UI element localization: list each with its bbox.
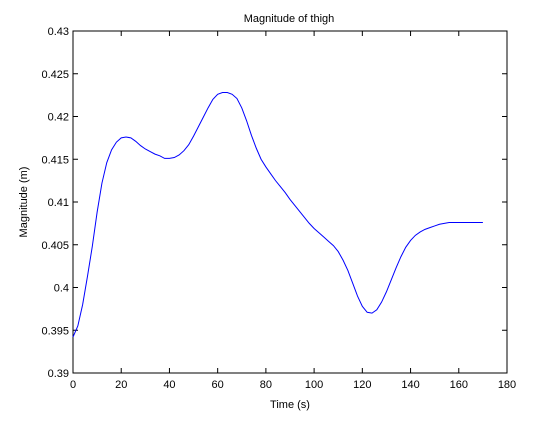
series-line [72, 92, 483, 338]
y-tick-label: 0.425 [41, 69, 69, 81]
x-axis-ticks [72, 31, 508, 373]
y-tick-label: 0.39 [48, 368, 69, 380]
x-tick-label: 140 [401, 379, 419, 391]
y-axis-ticks [73, 30, 507, 374]
x-tick-label: 80 [260, 379, 272, 391]
y-tick-label: 0.395 [41, 325, 69, 337]
x-tick-label: 40 [163, 379, 175, 391]
x-axis-tick-labels: 0 20 40 60 80 100 120 140 160 180 [70, 379, 516, 391]
y-axis-label: Magnitude (m) [18, 167, 30, 238]
y-tick-label: 0.4 [54, 283, 69, 295]
x-tick-label: 60 [212, 379, 224, 391]
y-tick-label: 0.43 [48, 26, 69, 38]
plot-area [72, 30, 508, 374]
x-tick-label: 0 [70, 379, 76, 391]
y-tick-label: 0.415 [41, 154, 69, 166]
x-tick-label: 100 [305, 379, 323, 391]
y-tick-label: 0.42 [48, 112, 69, 124]
chart-title: Magnitude of thigh [244, 13, 335, 25]
x-tick-label: 20 [115, 379, 127, 391]
x-tick-label: 120 [353, 379, 371, 391]
y-tick-label: 0.41 [48, 197, 69, 209]
y-axis-tick-labels: 0.39 0.395 0.4 0.405 0.41 0.415 0.42 0.425 0.43 [41, 26, 69, 380]
x-tick-label: 180 [498, 379, 516, 391]
y-tick-label: 0.405 [41, 240, 69, 252]
x-tick-label: 160 [450, 379, 468, 391]
x-axis-label: Time (s) [270, 399, 310, 411]
